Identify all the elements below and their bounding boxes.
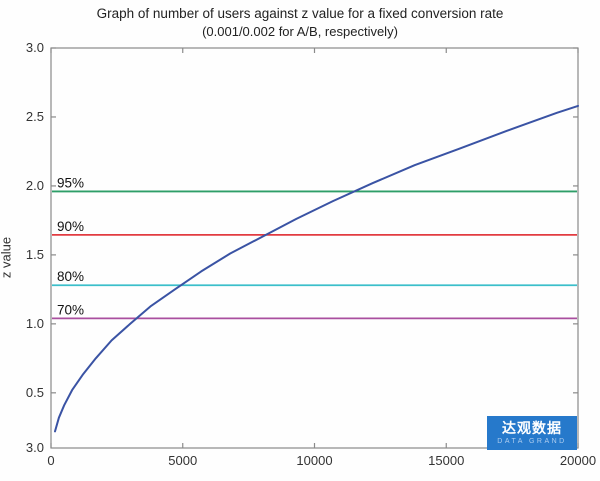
watermark-cn-text: 达观数据 bbox=[502, 420, 562, 436]
chart-subtitle: (0.001/0.002 for A/B, respectively) bbox=[202, 24, 398, 39]
y-tick-label: 3.0 bbox=[26, 40, 44, 55]
chart-title: Graph of number of users against z value… bbox=[96, 6, 504, 21]
y-axis-bottom-corner-label: 3.0 bbox=[26, 440, 44, 455]
watermark-badge: 达观数据 DATA GRAND bbox=[487, 416, 577, 450]
users-z-curve bbox=[54, 104, 579, 433]
y-tick-label: 1.0 bbox=[26, 316, 44, 331]
y-tick-label: 2.5 bbox=[26, 109, 44, 124]
y-tick-label: 0.5 bbox=[26, 385, 44, 400]
watermark-en-text: DATA GRAND bbox=[497, 438, 567, 445]
plot-border bbox=[50, 47, 579, 449]
y-tick-label: 2.0 bbox=[26, 178, 44, 193]
threshold-label-90: 90% bbox=[57, 219, 84, 234]
x-tick-label: 5000 bbox=[168, 453, 197, 468]
threshold-label-95: 95% bbox=[57, 175, 84, 190]
x-tick-label: 10000 bbox=[296, 453, 332, 468]
x-tick-label: 0 bbox=[47, 453, 54, 468]
x-tick-label: 15000 bbox=[428, 453, 464, 468]
threshold-label-70: 70% bbox=[57, 302, 84, 317]
x-tick-label: 20000 bbox=[560, 453, 596, 468]
threshold-label-80: 80% bbox=[57, 269, 84, 284]
y-tick-label: 1.5 bbox=[26, 247, 44, 262]
